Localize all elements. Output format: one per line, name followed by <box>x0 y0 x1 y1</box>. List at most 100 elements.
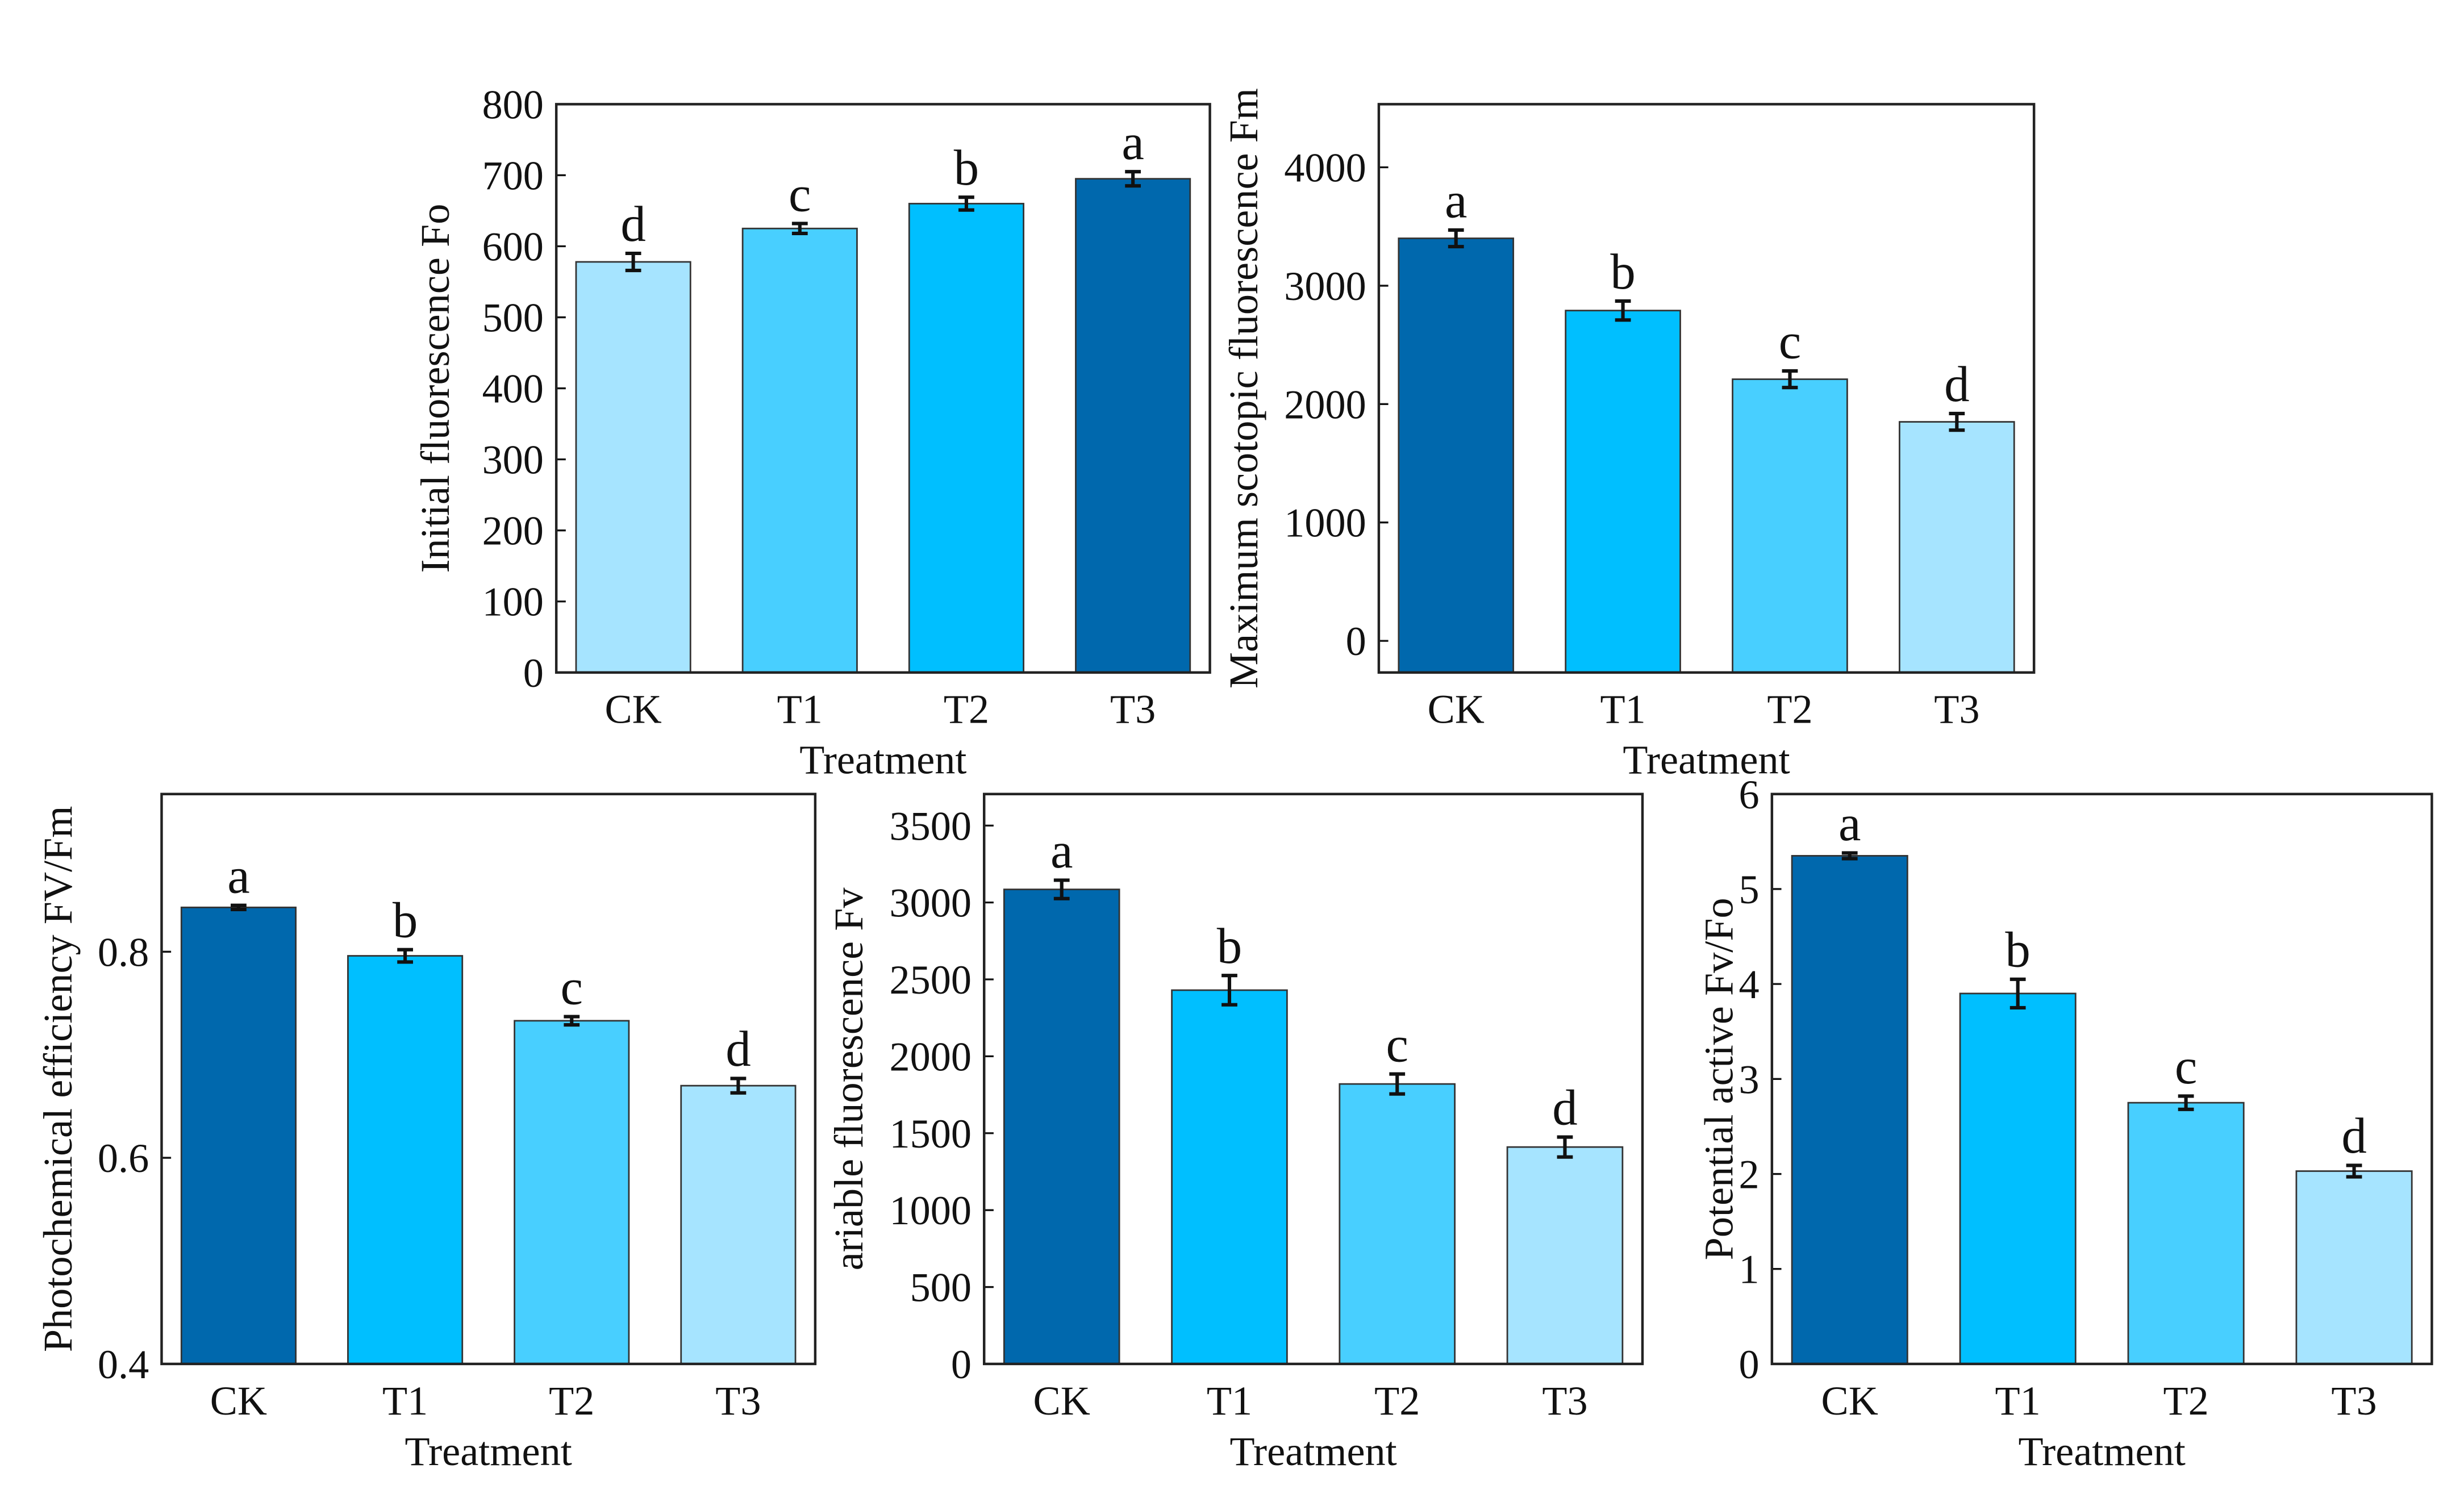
error-bar <box>1389 1072 1406 1096</box>
y-tick-label: 4000 <box>1284 145 1366 190</box>
error-bar <box>958 195 974 212</box>
y-tick-label: 1000 <box>1284 500 1366 546</box>
x-tick-label: T3 <box>2331 1378 2377 1424</box>
bar-T3 <box>1899 421 2015 674</box>
x-axis-label: Treatment <box>2019 1429 2186 1474</box>
bar-T2 <box>2127 1102 2245 1365</box>
error-bar <box>1949 411 1965 432</box>
y-tick-label: 2000 <box>890 1034 972 1079</box>
significance-letter: c <box>1779 314 1801 370</box>
y-tick-label: 0 <box>1739 1342 1760 1387</box>
x-axis-label: Treatment <box>405 1429 572 1474</box>
error-bar <box>1053 878 1070 900</box>
y-axis-label: ariable fluorescence Fv <box>826 887 872 1271</box>
bar-T2 <box>908 203 1025 674</box>
y-tick-label: 3000 <box>1284 264 1366 309</box>
x-tick-label: CK <box>210 1378 267 1424</box>
bar-T2 <box>1732 378 1848 674</box>
y-tick-label: 500 <box>482 295 544 341</box>
x-axis-label: Treatment <box>1229 1429 1396 1474</box>
significance-letter: b <box>393 892 418 948</box>
y-axis-label: Initial fluorescence Fo <box>412 204 458 573</box>
significance-letter: b <box>1610 244 1635 300</box>
bar-T2 <box>514 1020 630 1365</box>
plot-frame <box>1377 103 2036 674</box>
bar-CK <box>180 906 297 1365</box>
significance-letter: c <box>561 959 583 1015</box>
significance-letter: c <box>2175 1039 2197 1095</box>
y-tick-label: 2000 <box>1284 382 1366 427</box>
bar-CK <box>1398 237 1515 674</box>
x-tick-label: T1 <box>1995 1378 2041 1424</box>
x-tick-label: T1 <box>1600 687 1645 732</box>
significance-letter: d <box>2341 1108 2366 1164</box>
bar-T3 <box>680 1084 797 1365</box>
bar-T1 <box>1171 989 1288 1365</box>
significance-letter: d <box>620 197 645 252</box>
y-tick-label: 3000 <box>890 881 972 926</box>
y-tick-label: 0 <box>523 650 544 696</box>
y-tick-label: 0 <box>1346 619 1366 664</box>
bar-T3 <box>1075 178 1191 674</box>
significance-letter: a <box>1838 796 1861 852</box>
bar-CK <box>1791 855 1908 1365</box>
error-bar <box>1557 1135 1573 1159</box>
y-tick-label: 1000 <box>890 1188 972 1233</box>
y-axis-label: Potential active Fv/Fo <box>1696 898 1741 1260</box>
significance-letter: b <box>2005 923 2030 978</box>
y-tick-label: 0 <box>951 1342 972 1387</box>
chart-fm: 0 1000 2000 3000 4000 a CK b T1 c T2 d T3 Treatment Ma… <box>1221 88 2036 783</box>
y-tick-label: 600 <box>482 224 544 270</box>
y-tick-label: 6 <box>1739 772 1760 817</box>
chart-fv: 0 500 1000 1500 2000 2500 3000 3500 a CK b T1 c T2 d T3… <box>826 792 1644 1474</box>
significance-letter: b <box>954 140 979 196</box>
x-axis-label: Treatment <box>799 737 966 783</box>
error-bar <box>730 1077 747 1095</box>
bar-T3 <box>1506 1146 1624 1365</box>
significance-letter: a <box>1050 823 1073 879</box>
y-tick-label: 1 <box>1739 1247 1760 1292</box>
error-bar <box>1221 974 1237 1007</box>
y-tick-label: 4 <box>1739 962 1760 1007</box>
x-tick-label: T3 <box>715 1378 761 1424</box>
bar-CK <box>1003 888 1120 1365</box>
significance-letter: d <box>726 1021 751 1077</box>
y-tick-label: 300 <box>482 437 544 483</box>
x-tick-label: T2 <box>2163 1378 2208 1424</box>
error-bar <box>2009 977 2026 1009</box>
x-tick-label: CK <box>1821 1378 1878 1424</box>
error-bar <box>231 903 247 911</box>
x-tick-label: T3 <box>1934 687 1979 732</box>
bar-T1 <box>741 227 858 674</box>
error-bar <box>1841 851 1858 861</box>
x-tick-label: CK <box>1033 1378 1090 1424</box>
bar-T3 <box>2295 1170 2413 1365</box>
bar-CK <box>575 261 691 674</box>
chart-fo: 0 100 200 300 400 500 600 700 800 d CK c T1 b T2 a T3 Tre… <box>412 82 1211 783</box>
x-tick-label: T3 <box>1110 687 1156 732</box>
y-tick-label: 200 <box>482 508 544 554</box>
y-tick-label: 1500 <box>890 1111 972 1157</box>
x-tick-label: T3 <box>1542 1378 1587 1424</box>
bar-T2 <box>1339 1083 1456 1365</box>
x-tick-label: T2 <box>549 1378 594 1424</box>
error-bar <box>1615 299 1631 322</box>
y-axis-label: Photochemical efficiency FV/Fm <box>35 806 81 1353</box>
error-bar <box>397 948 413 964</box>
x-tick-label: T1 <box>1207 1378 1252 1424</box>
x-tick-label: T1 <box>382 1378 428 1424</box>
x-tick-label: T2 <box>1374 1378 1420 1424</box>
y-tick-label: 400 <box>482 366 544 412</box>
y-tick-label: 500 <box>910 1265 972 1311</box>
error-bar <box>2346 1163 2362 1179</box>
significance-letter: d <box>1552 1080 1577 1136</box>
error-bar <box>1782 369 1798 390</box>
significance-letter: a <box>1121 115 1144 170</box>
x-tick-label: CK <box>1428 687 1485 732</box>
y-tick-label: 0.8 <box>98 929 149 975</box>
error-bar <box>625 251 641 273</box>
bar-T1 <box>1959 992 2077 1365</box>
y-tick-label: 2 <box>1739 1152 1760 1198</box>
chart-fvfo: 0 1 2 3 4 5 6 a CK b T1 c T2 d T3 Treatment Potential ac… <box>1696 772 2433 1474</box>
y-tick-label: 2500 <box>890 957 972 1003</box>
